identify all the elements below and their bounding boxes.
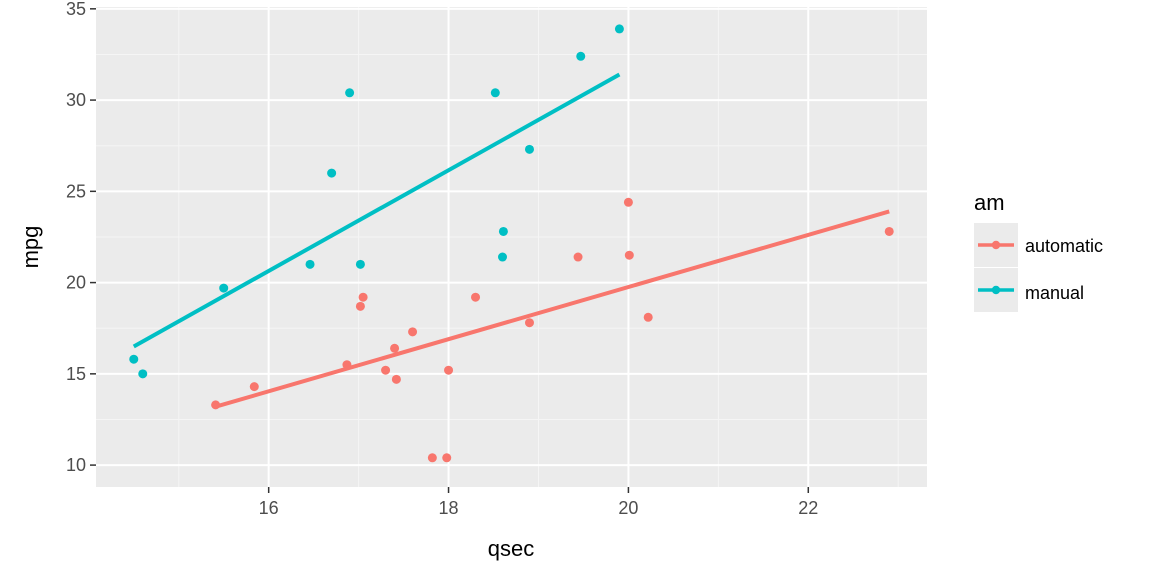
data-point-automatic — [524, 318, 534, 328]
data-point-automatic — [623, 197, 633, 207]
y-tick-label: 20 — [66, 273, 86, 293]
y-axis-title: mpg — [18, 226, 43, 269]
data-point-manual — [355, 259, 365, 269]
data-point-automatic — [573, 252, 583, 262]
legend-title: am — [974, 190, 1005, 215]
data-point-automatic — [381, 365, 391, 375]
data-points — [129, 24, 894, 463]
data-point-manual — [576, 51, 586, 61]
x-tick-label: 22 — [798, 498, 818, 518]
y-tick-label: 35 — [66, 0, 86, 19]
data-point-automatic — [884, 226, 894, 236]
fit-lines — [132, 72, 890, 409]
y-tick-label: 15 — [66, 364, 86, 384]
x-axis-title: qsec — [488, 536, 534, 561]
legend-key-point — [991, 285, 1001, 295]
data-point-manual — [498, 252, 508, 262]
data-point-manual — [524, 144, 534, 154]
data-point-manual — [614, 24, 624, 34]
y-tick-label: 25 — [66, 181, 86, 201]
data-point-automatic — [358, 292, 368, 302]
axes: 16 18 20 22 10 15 20 25 30 35 — [66, 0, 818, 518]
fit-line-manual — [132, 72, 621, 349]
data-point-manual — [219, 283, 229, 293]
data-point-automatic — [355, 301, 365, 311]
legend-label-manual: manual — [1025, 283, 1084, 303]
legend-item-automatic: automatic — [974, 223, 1103, 267]
data-point-automatic — [391, 374, 401, 384]
data-point-manual — [490, 88, 500, 98]
data-point-automatic — [390, 343, 400, 353]
data-point-automatic — [643, 312, 653, 322]
data-point-automatic — [471, 292, 481, 302]
data-point-manual — [305, 259, 315, 269]
x-tick-label: 16 — [259, 498, 279, 518]
data-point-manual — [129, 354, 139, 364]
legend-key-point — [991, 240, 1001, 250]
legend-label-automatic: automatic — [1025, 236, 1103, 256]
data-point-manual — [327, 168, 337, 178]
data-point-manual — [138, 369, 148, 379]
data-point-automatic — [342, 360, 352, 370]
data-point-automatic — [427, 453, 437, 463]
x-tick-label: 18 — [439, 498, 459, 518]
minor-gridlines — [96, 7, 927, 487]
y-tick-label: 30 — [66, 90, 86, 110]
data-point-automatic — [249, 382, 259, 392]
plot-panel — [96, 7, 927, 487]
data-point-automatic — [624, 250, 634, 260]
data-point-automatic — [211, 400, 221, 410]
x-tick-label: 20 — [618, 498, 638, 518]
legend: am automatic manual — [974, 190, 1103, 312]
major-gridlines — [96, 7, 927, 487]
data-point-automatic — [442, 453, 452, 463]
data-point-manual — [498, 226, 508, 236]
data-point-automatic — [408, 327, 418, 337]
y-tick-label: 10 — [66, 455, 86, 475]
data-point-automatic — [444, 365, 454, 375]
fit-line-automatic — [215, 209, 890, 409]
data-point-manual — [345, 88, 355, 98]
legend-item-manual: manual — [974, 268, 1084, 312]
